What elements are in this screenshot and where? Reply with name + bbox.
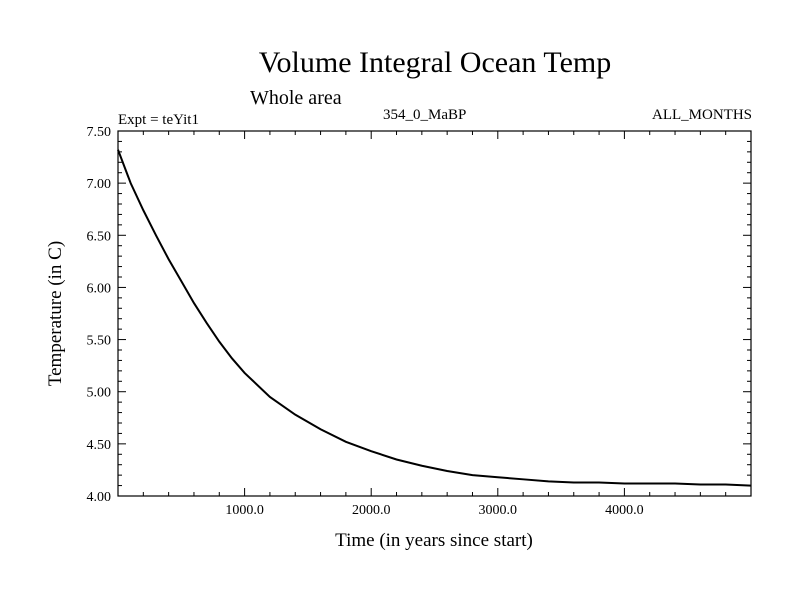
y-axis-label: Temperature (in C) [45,241,66,386]
y-tick-label: 5.00 [87,386,112,401]
y-tick-label: 7.50 [87,125,112,140]
months-label: ALL_MONTHS [652,107,752,123]
experiment-label: Expt = teYit1 [118,112,199,128]
y-tick-label: 4.50 [87,438,112,453]
plot-frame [117,130,752,497]
y-tick-label: 5.50 [87,334,112,349]
y-tick-label: 4.00 [87,490,112,505]
tick-labels: 1000.0 2000.0 3000.0 4000.0 4.00 4.50 5.00 5.50… [87,125,644,518]
x-tick-label: 1000.0 [225,503,264,518]
x-tick-label: 3000.0 [479,503,518,518]
x-axis-label: Time (in years since start) [335,530,533,551]
tick-marks [118,130,751,497]
chart-subtitle: Whole area [250,87,342,109]
y-tick-label: 7.00 [87,177,112,192]
y-tick-label: 6.00 [87,281,112,296]
data-line [117,149,752,487]
y-tick-label: 6.50 [87,229,112,244]
x-tick-label: 4000.0 [605,503,644,518]
period-label: 354_0_MaBP [383,107,466,123]
chart-title: Volume Integral Ocean Temp [259,46,612,79]
x-tick-label: 2000.0 [352,503,391,518]
